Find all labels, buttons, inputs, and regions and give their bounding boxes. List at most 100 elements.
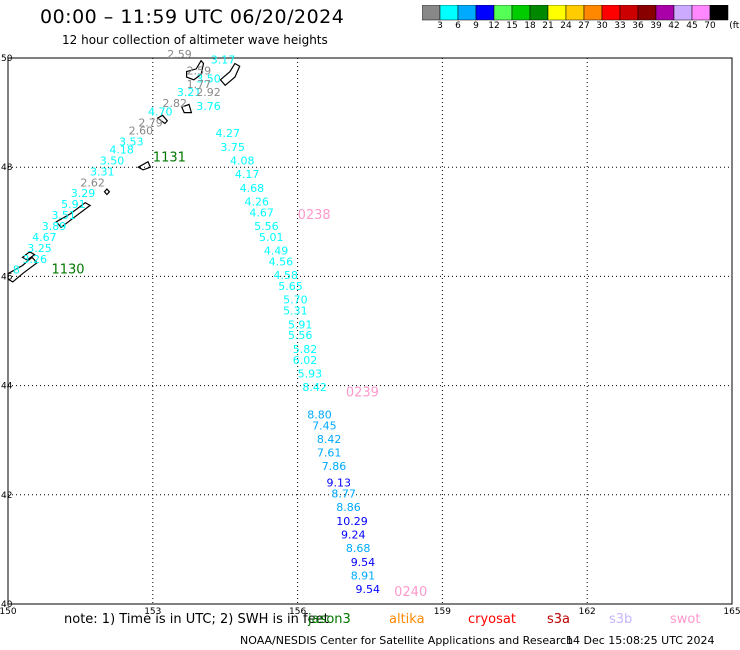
- wave-height-value: 4.27: [216, 127, 241, 140]
- wave-height-value: 2.60: [129, 124, 154, 137]
- map-title: 00:00 – 11:59 UTC 06/20/2024: [40, 6, 345, 28]
- wave-height-value: 8.91: [351, 569, 376, 582]
- pass-time-label: 1131: [153, 151, 186, 166]
- longitude-tick-label: 153: [144, 607, 161, 617]
- wave-height-value: 7.61: [317, 447, 342, 460]
- wave-height-value: 3.50: [196, 73, 221, 86]
- wave-height-value: 5.91: [61, 198, 86, 211]
- wave-height-value: 3.50: [100, 154, 125, 167]
- generated-timestamp: 14 Dec 15:08:25 UTC 2024: [566, 634, 715, 647]
- color-scale-unit: (ft): [729, 21, 740, 31]
- pass-time-label: 0240: [394, 585, 427, 600]
- wave-height-value: 3.31: [90, 165, 115, 178]
- wave-height-value: 3.17: [211, 53, 236, 66]
- pass-time-label: 0239: [346, 386, 379, 401]
- color-scale-tick: 42: [668, 21, 680, 31]
- coastline: [21, 251, 36, 261]
- color-scale-tick: 21: [542, 21, 554, 31]
- wave-height-value: 5.65: [278, 280, 303, 293]
- coastline: [7, 256, 38, 283]
- wave-height-value: 8: [13, 264, 20, 277]
- wave-height-value: 4.56: [269, 255, 294, 268]
- wave-height-value: 2.62: [80, 176, 105, 189]
- satellite-legend: jason3 altika cryosat s3a s3b swot: [0, 612, 740, 630]
- coastline: [180, 103, 193, 114]
- wave-height-value: 3.29: [71, 187, 96, 200]
- wave-height-value: 9.54: [356, 583, 381, 596]
- color-scale-tick: 24: [560, 21, 572, 31]
- wave-height-value: 4.67: [249, 206, 273, 219]
- color-scale-tick: 15: [506, 21, 518, 31]
- wave-height-value: 5.56: [254, 220, 279, 233]
- coastline: [186, 59, 205, 81]
- longitude-tick-label: 162: [579, 607, 596, 617]
- coastline: [103, 188, 111, 196]
- color-scale-tick: 70: [704, 21, 716, 31]
- wave-height-value: 3.75: [220, 141, 245, 154]
- wave-height-value: 5.91: [288, 318, 313, 331]
- wave-height-value: 5.01: [259, 231, 284, 244]
- color-scale-tick: 39: [650, 21, 662, 31]
- wave-height-value: 2.82: [162, 97, 187, 110]
- map-frame: [7, 57, 733, 605]
- wave-height-value: 8.80: [307, 408, 332, 421]
- longitude-tick-label: 156: [289, 607, 306, 617]
- coastline: [55, 201, 92, 229]
- wave-height-value: 2.59: [187, 64, 212, 77]
- color-scale-tick: 45: [686, 21, 698, 31]
- map-subtitle: 12 hour collection of altimeter wave hei…: [62, 33, 328, 47]
- coastline: [137, 160, 152, 171]
- wave-height-value: 5.31: [283, 305, 308, 318]
- wave-height-value: 4.26: [245, 195, 269, 208]
- wave-height-value: 8.77: [331, 488, 356, 501]
- wave-height-value: 9.54: [351, 556, 376, 569]
- wave-height-value: 2.92: [196, 86, 221, 99]
- wave-height-value: 9.13: [327, 477, 352, 490]
- wave-height-value: 4.18: [109, 144, 134, 157]
- wave-height-value: 4.08: [230, 154, 255, 167]
- wave-height-value: 3.26: [22, 253, 47, 266]
- wave-height-value: 4.68: [240, 182, 265, 195]
- wave-height-value: 7.45: [312, 419, 337, 432]
- wave-height-value: 6.02: [293, 354, 318, 367]
- wave-height-value: 4.58: [273, 269, 298, 282]
- wave-height-value: 5.82: [293, 343, 318, 356]
- pass-time-label: 0238: [298, 208, 331, 223]
- wave-height-value: 8.86: [336, 501, 361, 514]
- wave-height-value: 8.68: [346, 542, 371, 555]
- wave-height-value: 4.17: [235, 168, 260, 181]
- wave-height-value: 7.86: [322, 460, 347, 473]
- color-scale-tick: 9: [473, 21, 479, 31]
- wave-height-value: 4.49: [264, 245, 289, 258]
- wave-height-value: 3.89: [42, 220, 67, 233]
- latitude-tick-label: 44: [1, 382, 13, 392]
- color-scale-tick: 6: [455, 21, 461, 31]
- wave-height-value: 9.24: [341, 528, 366, 541]
- latitude-tick-label: 50: [1, 54, 13, 64]
- longitude-tick-label: 165: [723, 607, 740, 617]
- wave-height-value: 3.53: [119, 135, 144, 148]
- satellite-label-cryosat: cryosat: [468, 612, 516, 627]
- satellite-label-altika: altika: [389, 612, 425, 627]
- satellite-label-s3a: s3a: [547, 612, 571, 627]
- wave-height-value: 1.77: [187, 78, 212, 91]
- satellite-label-swot: swot: [670, 612, 701, 627]
- credit-text: NOAA/NESDIS Center for Satellite Applica…: [240, 634, 574, 647]
- wave-height-value: 8.42: [317, 433, 342, 446]
- satellite-label-s3b: s3b: [609, 612, 633, 627]
- color-scale-tick: 27: [578, 21, 590, 31]
- wave-height-value: 2.79: [138, 116, 163, 129]
- wave-height-value: 5.56: [288, 329, 313, 342]
- color-scale-tick: 12: [488, 21, 500, 31]
- wave-height-value: 4.67: [32, 231, 57, 244]
- wave-height-value: 3.76: [196, 100, 221, 113]
- latitude-tick-label: 42: [1, 491, 12, 501]
- satellite-label-jason3: jason3: [308, 612, 351, 627]
- longitude-tick-label: 150: [0, 607, 17, 617]
- color-scale-tick: 18: [524, 21, 536, 31]
- wave-height-value: 5.70: [283, 294, 308, 307]
- latitude-tick-label: 48: [1, 163, 13, 173]
- color-scale-tick: 30: [596, 21, 608, 31]
